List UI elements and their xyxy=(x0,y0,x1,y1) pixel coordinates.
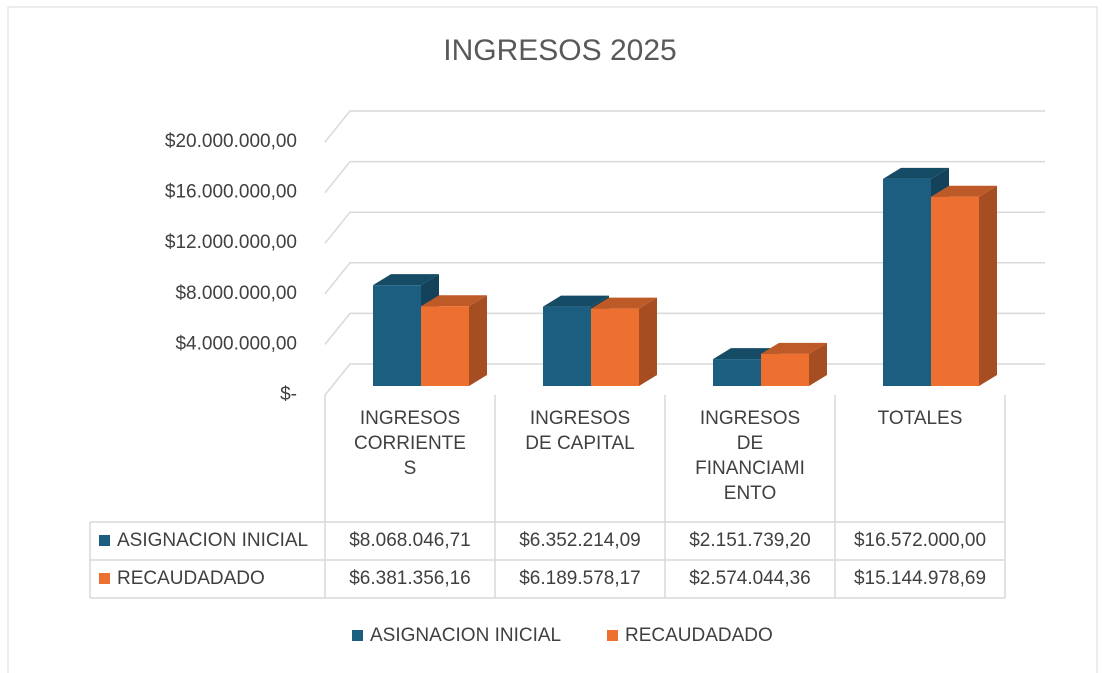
bar-side xyxy=(469,295,487,386)
table-row-label: ASIGNACION INICIAL xyxy=(117,530,308,551)
grid-line xyxy=(324,110,1045,143)
grid-line xyxy=(324,312,1045,345)
bar-side xyxy=(809,342,827,386)
grid-line xyxy=(324,160,1045,194)
bar xyxy=(421,295,487,386)
legend-label: ASIGNACION INICIAL xyxy=(370,625,561,646)
bar xyxy=(761,342,827,386)
grid-line xyxy=(324,211,1045,244)
bar-top xyxy=(373,274,439,286)
legend-label: RECAUDADADO xyxy=(625,625,773,646)
table-cell: $8.068.046,71 xyxy=(349,530,471,551)
bar-top xyxy=(543,295,609,307)
table-cell: $6.189.578,17 xyxy=(519,568,641,589)
table-legend-key xyxy=(99,535,110,546)
legend-key xyxy=(607,630,618,641)
table-cell: $2.151.739,20 xyxy=(689,530,811,551)
bar-top xyxy=(591,297,657,309)
y-tick-label: $20.000.000,00 xyxy=(165,131,297,152)
bar-front xyxy=(931,196,979,386)
chart-title: INGRESOS 2025 xyxy=(443,34,676,67)
table-cell: $15.144.978,69 xyxy=(854,568,986,589)
bar-top xyxy=(421,295,487,307)
y-tick-label: $8.000.000,00 xyxy=(175,283,297,304)
table-legend-key xyxy=(99,573,110,584)
x-tick-label: INGRESOS DE FINANCIAMIENTO xyxy=(695,408,805,504)
bar-front xyxy=(421,306,469,386)
bar-front xyxy=(883,178,931,386)
table-cell: $6.352.214,09 xyxy=(519,530,641,551)
table-cell: $2.574.044,36 xyxy=(689,568,811,589)
table-row-label: RECAUDADADO xyxy=(117,568,265,589)
bar-top xyxy=(883,167,949,179)
x-tick-label: INGRESOS DE CAPITAL xyxy=(525,408,635,454)
chart-frame xyxy=(7,6,1098,673)
y-tick-label: $16.000.000,00 xyxy=(165,182,297,203)
bar-top xyxy=(931,185,997,197)
bar-front xyxy=(373,285,421,386)
bar xyxy=(931,185,997,386)
y-tick-label: $- xyxy=(280,384,297,405)
legend-key xyxy=(352,630,363,641)
table-cell: $6.381.356,16 xyxy=(349,568,471,589)
bar-top xyxy=(761,342,827,354)
bar xyxy=(591,297,657,386)
bar-front xyxy=(713,359,761,386)
bar-side xyxy=(979,185,997,386)
bar-front xyxy=(543,306,591,386)
grid-line xyxy=(324,262,1045,295)
table-cell: $16.572.000,00 xyxy=(854,530,986,551)
y-tick-label: $12.000.000,00 xyxy=(165,232,297,253)
bar-front xyxy=(591,308,639,386)
y-tick-label: $4.000.000,00 xyxy=(175,333,297,354)
x-tick-label: INGRESOS CORRIENTES xyxy=(354,408,466,479)
x-tick-label: TOTALES xyxy=(877,408,963,429)
bar-front xyxy=(761,353,809,386)
bar-side xyxy=(639,297,657,386)
